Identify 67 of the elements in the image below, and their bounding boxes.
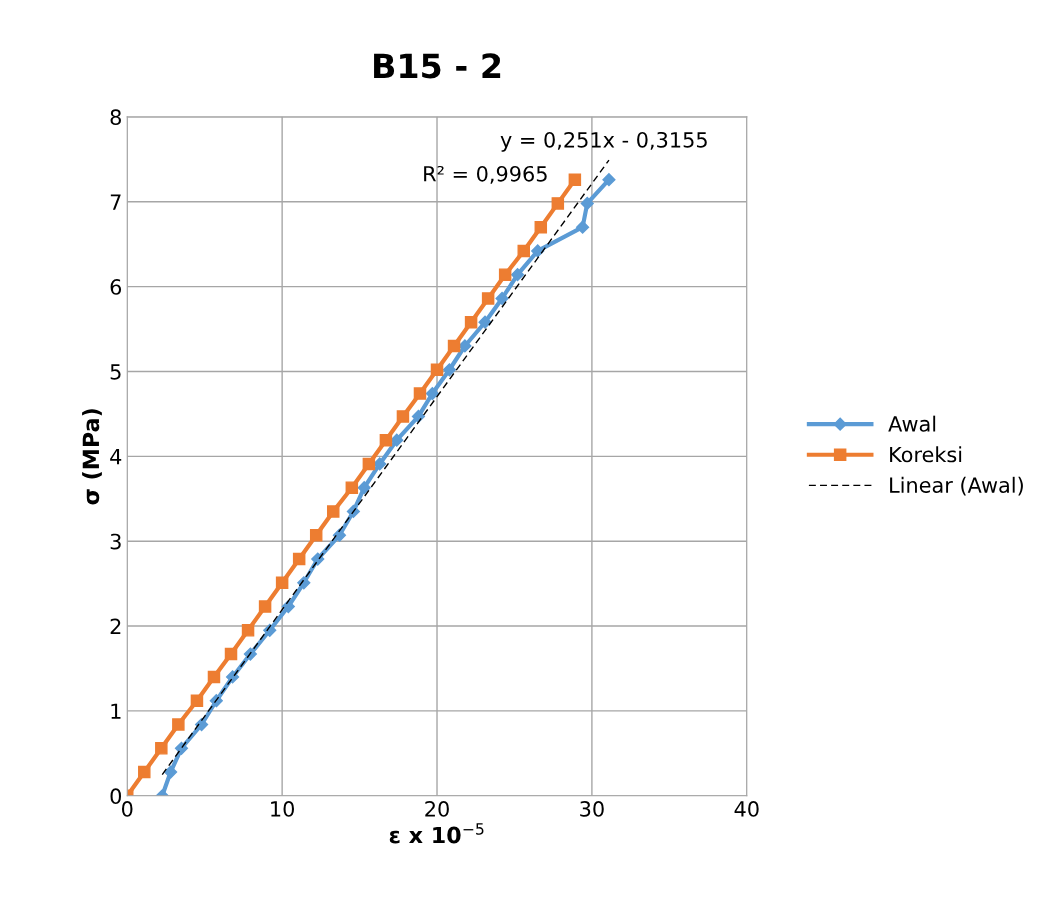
point: [442, 363, 456, 377]
point: [155, 742, 168, 755]
point: [164, 765, 178, 779]
y-tick-label: 0: [110, 788, 121, 805]
annotation: R² = 0,9965: [424, 165, 547, 184]
point: [602, 173, 616, 187]
point: [425, 386, 439, 401]
point: [311, 552, 325, 566]
point: [292, 552, 306, 566]
point: [373, 457, 387, 471]
point: [580, 196, 594, 210]
point: [275, 576, 289, 590]
point: [224, 647, 238, 661]
point: [379, 433, 393, 447]
annotation: y = 0,251x - 0,3155: [500, 131, 707, 152]
point: [531, 244, 545, 258]
legend-label: Awal: [888, 415, 936, 432]
point: [326, 505, 340, 518]
x-tick-label: 10: [271, 801, 294, 817]
point: [495, 291, 509, 306]
point: [534, 220, 548, 234]
point: [576, 220, 590, 234]
y-tick-label: 2: [110, 618, 121, 634]
point: [517, 244, 531, 258]
point: [207, 670, 221, 684]
point: [362, 457, 376, 471]
point: [332, 528, 347, 542]
point: [498, 268, 512, 281]
point: [174, 741, 189, 755]
point: [357, 481, 371, 495]
point: [258, 600, 272, 613]
x-axis-title: ε x 10$^{−5}$: [389, 823, 484, 844]
legend-label: Koreksi: [890, 446, 962, 463]
point: [411, 409, 426, 424]
point: [138, 765, 151, 779]
x-tick-label: 40: [734, 801, 759, 817]
y-tick-label: 1: [111, 703, 121, 719]
point: [396, 410, 410, 423]
point: [510, 268, 525, 282]
y-tick-label: 3: [110, 533, 121, 550]
point: [447, 339, 461, 353]
point: [225, 670, 240, 684]
point: [464, 315, 478, 329]
point: [345, 481, 359, 494]
point: [309, 528, 323, 542]
y-tick-label: 6: [110, 279, 122, 295]
y-tick-label: 8: [110, 109, 121, 126]
point: [241, 624, 255, 637]
x-tick-label: 30: [580, 801, 604, 817]
point: [481, 292, 495, 305]
legend-label: Linear (Awal): [890, 476, 1023, 496]
x-tick-label: 0: [121, 801, 133, 817]
point: [568, 173, 582, 186]
point: [281, 599, 295, 614]
point: [172, 718, 185, 731]
point: [190, 694, 204, 707]
point: [390, 433, 404, 447]
y-tick-label: 5: [110, 364, 121, 380]
y-tick-label: 4: [110, 449, 122, 465]
y-axis-title: σ (MPa): [82, 409, 102, 505]
x-tick-label: 20: [425, 801, 449, 817]
chart-title: B15 - 2: [374, 53, 501, 79]
point: [413, 387, 427, 400]
point: [430, 363, 444, 377]
y-tick-label: 7: [110, 194, 121, 210]
point: [478, 315, 492, 329]
point: [551, 197, 565, 210]
